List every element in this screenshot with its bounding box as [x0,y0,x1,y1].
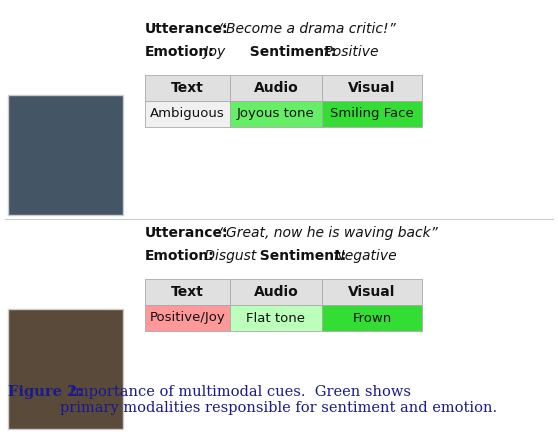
FancyBboxPatch shape [145,305,230,331]
FancyBboxPatch shape [322,279,422,305]
Text: Figure 2:: Figure 2: [8,385,83,399]
Text: Smiling Face: Smiling Face [330,107,414,121]
FancyBboxPatch shape [230,101,322,127]
Text: Utterance:: Utterance: [145,22,228,36]
FancyBboxPatch shape [322,101,422,127]
Text: Utterance:: Utterance: [145,226,228,240]
Text: Negative: Negative [330,249,397,263]
Text: Audio: Audio [254,285,299,299]
Text: Text: Text [171,285,204,299]
Text: Positive: Positive [320,45,378,59]
FancyBboxPatch shape [322,305,422,331]
Text: Audio: Audio [254,81,299,95]
FancyBboxPatch shape [145,279,230,305]
Text: Joyous tone: Joyous tone [237,107,315,121]
Text: Visual: Visual [348,81,396,95]
FancyBboxPatch shape [322,75,422,101]
Text: Positive/Joy: Positive/Joy [150,312,225,325]
FancyBboxPatch shape [8,309,123,429]
Text: Flat tone: Flat tone [247,312,305,325]
Text: Sentiment:: Sentiment: [250,249,347,263]
FancyBboxPatch shape [230,279,322,305]
Text: “Become a drama critic!”: “Become a drama critic!” [210,22,396,36]
FancyBboxPatch shape [230,305,322,331]
Text: Text: Text [171,81,204,95]
Text: Joy: Joy [200,45,225,59]
Text: Ambiguous: Ambiguous [150,107,225,121]
FancyBboxPatch shape [145,101,230,127]
FancyBboxPatch shape [230,75,322,101]
Text: Emotion:: Emotion: [145,249,215,263]
Text: Importance of multimodal cues.  Green shows
primary modalities responsible for s: Importance of multimodal cues. Green sho… [60,385,497,415]
Text: “Great, now he is waving back”: “Great, now he is waving back” [210,226,438,240]
Text: Emotion:: Emotion: [145,45,215,59]
Text: Visual: Visual [348,285,396,299]
FancyBboxPatch shape [8,95,123,215]
Text: Frown: Frown [352,312,392,325]
FancyBboxPatch shape [145,75,230,101]
Text: Sentiment:: Sentiment: [240,45,336,59]
Text: Disgust: Disgust [200,249,256,263]
